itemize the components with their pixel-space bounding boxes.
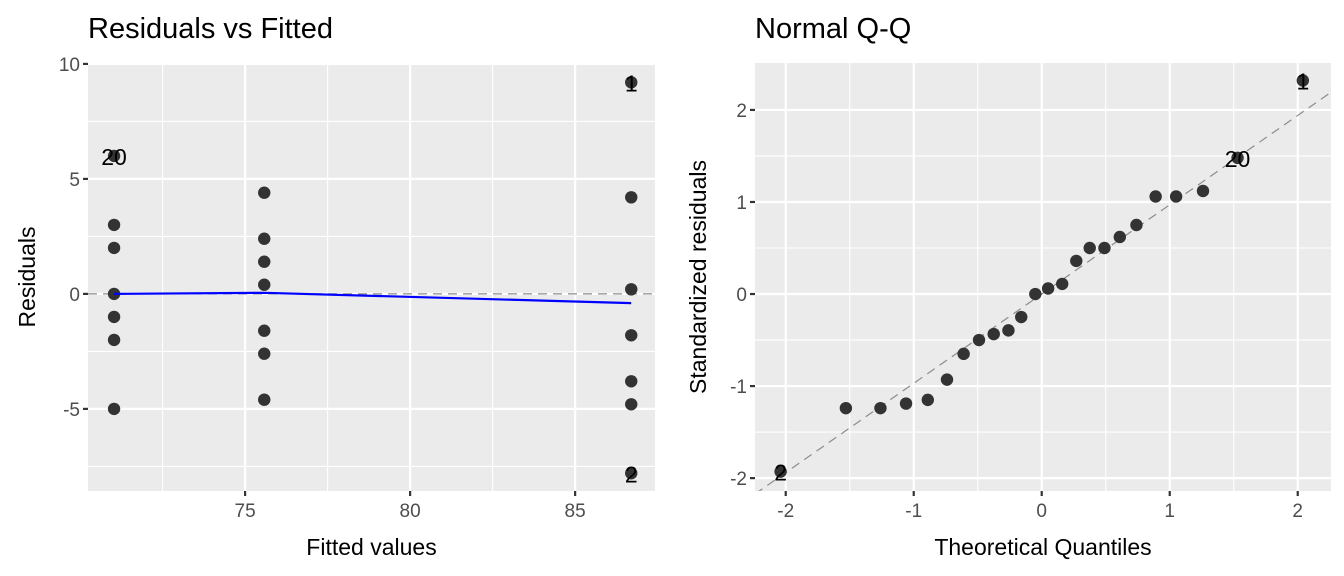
x-tick-label: 1 [1164,501,1175,522]
plot-title: Normal Q-Q [755,13,911,45]
y-tick-label: -2 [730,469,747,490]
data-point [957,347,970,361]
data-point [1070,254,1083,268]
data-point [1196,184,1210,198]
plot-title: Residuals vs Fitted [88,13,333,45]
data-point [1002,324,1015,337]
x-tick-label: 85 [565,501,586,522]
data-point [107,287,121,301]
x-axis-title: Theoretical Quantiles [934,534,1151,560]
normal-qq-plot: -2 -1 0 1 2 -2 -1 0 1 2 2 20 1 Normal Q-Q Theoretica… [685,13,1331,560]
data-point [107,333,121,347]
data-point [107,241,121,255]
y-tick-label: 0 [69,285,80,306]
point-label: 1 [625,70,638,96]
data-point [258,186,271,199]
x-tick-label: -2 [777,501,794,522]
data-point [1169,190,1183,203]
data-point [625,398,638,411]
y-tick-label: 2 [736,101,747,122]
data-point [1056,277,1069,291]
data-point [1231,151,1244,165]
data-point [1113,230,1127,244]
x-tick-label: -1 [905,501,922,522]
plot-area: -2 -1 0 1 2 -2 -1 0 1 2 2 20 1 [730,63,1331,522]
data-point [1015,310,1028,324]
data-point [987,327,1000,341]
data-point [258,324,271,337]
data-point [107,149,121,163]
y-tick-label: 0 [736,285,747,306]
x-tick-label: 2 [1292,501,1303,522]
data-point [258,347,271,360]
data-point [972,333,986,347]
data-point [921,393,934,407]
data-point [1149,190,1162,203]
data-point [774,465,787,478]
data-point [625,76,638,89]
data-point [625,283,638,296]
data-point [839,401,853,415]
point-label: 2 [774,460,787,486]
y-tick-label: 5 [69,170,80,191]
panel-background [88,63,655,491]
point-label: 1 [1296,68,1309,94]
point-label: 20 [1225,146,1251,172]
data-point [1130,218,1143,232]
plot-area: 75 80 85 -5 0 5 10 20 1 2 [59,55,655,522]
data-point [899,397,913,410]
smoother-line [114,291,632,305]
y-tick-label: 10 [59,55,80,76]
data-point [874,401,887,415]
data-point [258,255,271,268]
data-point [1296,74,1310,87]
point-label: 2 [625,461,638,487]
x-tick-label: 0 [1036,501,1047,522]
x-axis-title: Fitted values [306,534,436,560]
residuals-vs-fitted-plot: 75 80 85 -5 0 5 10 20 1 2 Residuals vs Fitted Fit… [14,13,655,560]
data-point [258,232,271,245]
data-point [258,278,271,291]
data-point [258,393,271,406]
data-point [107,402,121,416]
y-axis-title: Residuals [14,227,40,328]
data-point [1083,241,1096,255]
data-point [940,373,954,386]
y-tick-label: -5 [63,400,80,421]
panel-background [755,63,1331,491]
data-point [625,191,638,204]
x-tick-label: 80 [400,501,421,522]
data-point [107,218,121,232]
y-tick-label: -1 [730,377,747,398]
data-point [625,467,638,480]
data-point [625,375,638,388]
data-point [107,310,121,324]
data-point [1029,287,1042,301]
y-axis-title: Standardized residuals [685,160,711,394]
data-point [1098,241,1111,255]
data-point [625,329,638,342]
point-label: 20 [101,144,127,170]
x-tick-label: 75 [235,501,256,522]
y-tick-label: 1 [736,193,747,214]
data-point [1041,282,1055,295]
